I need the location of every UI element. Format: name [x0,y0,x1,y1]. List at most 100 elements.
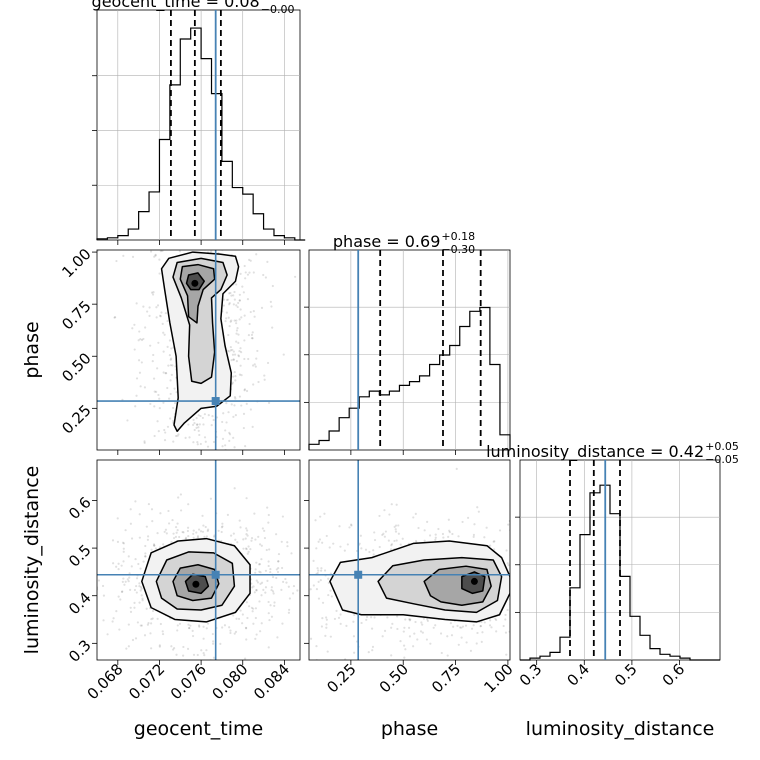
y-tick-label-phase: 0.50 [58,349,94,385]
scatter-point [203,413,206,416]
scatter-point [115,565,118,568]
scatter-point [139,668,141,670]
scatter-point [146,538,149,541]
scatter-point [338,525,341,528]
scatter-point [316,571,319,575]
scatter-point [150,453,152,455]
scatter-point [504,618,507,621]
x-tick-label-geocent_time: 0.068 [84,660,127,703]
scatter-point [266,361,270,365]
scatter-point [473,523,476,526]
scatter-point [153,390,156,393]
scatter-point [235,332,238,335]
scatter-point [365,618,368,621]
scatter-point [124,580,127,583]
scatter-point [378,545,381,549]
scatter-point [246,552,249,555]
scatter-point [477,510,480,513]
scatter-point [226,513,230,516]
scatter-point [330,595,333,598]
title-main: phase = 0.69 [333,232,440,251]
scatter-point [168,354,171,357]
scatter-point [252,622,255,625]
scatter-point [255,633,258,636]
scatter-point [201,530,205,533]
scatter-point [423,539,426,542]
scatter-point [460,636,463,639]
scatter-point [192,529,195,532]
scatter-point [360,547,363,550]
x-tick-label-luminosity_distance: 0.4 [564,660,594,690]
scatter-point [456,624,459,627]
scatter-point [259,571,262,574]
scatter-point [247,357,250,361]
scatter-point [237,240,239,242]
scatter-point [175,531,178,534]
scatter-point [372,549,375,552]
scatter-point [244,626,248,629]
scatter-point [158,272,161,275]
scatter-point [124,529,127,532]
scatter-point [162,401,165,404]
scatter-point [142,337,145,341]
panel-content [97,460,300,670]
scatter-point [260,594,263,597]
scatter-point [259,582,262,585]
scatter-point [146,310,149,313]
scatter-point [123,583,126,586]
scatter-point [153,405,156,408]
scatter-point [153,544,156,547]
scatter-point [273,604,276,607]
x-tick-label-phase: 0.50 [376,660,412,696]
scatter-point [127,623,130,626]
scatter-point [175,434,178,438]
scatter-point [383,669,385,671]
hist-panel-geocent_time [92,9,306,245]
scatter-point [428,534,432,537]
scatter-point [153,544,156,547]
scatter-point [492,540,495,543]
scatter-point [174,525,178,529]
scatter-point [182,531,185,534]
scatter-point [113,316,116,319]
scatter-point [277,552,281,556]
scatter-point [161,632,165,636]
scatter-point [199,530,203,533]
scatter-point [176,624,179,627]
scatter-point [233,404,236,407]
scatter-point [498,529,502,532]
scatter-point [245,533,248,536]
scatter-point [227,316,230,319]
scatter-point [373,538,377,542]
scatter-point [165,372,168,375]
scatter-point [197,624,201,627]
scatter-point [257,535,260,538]
scatter-point [202,637,205,640]
scatter-point [251,425,254,429]
scatter-point [169,392,172,396]
scatter-point [180,244,182,246]
scatter-point [429,642,432,645]
scatter-point [306,585,308,587]
scatter-point [434,538,437,541]
scatter-point [260,544,263,547]
scatter-point [178,622,182,625]
scatter-point [271,455,273,457]
scatter-point [489,544,492,547]
scatter-point [230,319,233,322]
scatter-point [370,616,373,619]
scatter-point [446,635,449,638]
scatter-point [158,645,161,648]
scatter-point [149,632,152,635]
y-tick-label-luminosity_distance: 0.6 [65,493,95,523]
scatter-point [187,623,190,626]
scatter-point [254,365,257,368]
scatter-point [233,290,236,294]
scatter-point [203,456,205,458]
scatter-point [203,535,206,538]
scatter-point [245,497,248,500]
scatter-point [396,615,399,618]
scatter-point [176,522,179,525]
scatter-point [452,625,455,628]
scatter-point [516,552,518,554]
